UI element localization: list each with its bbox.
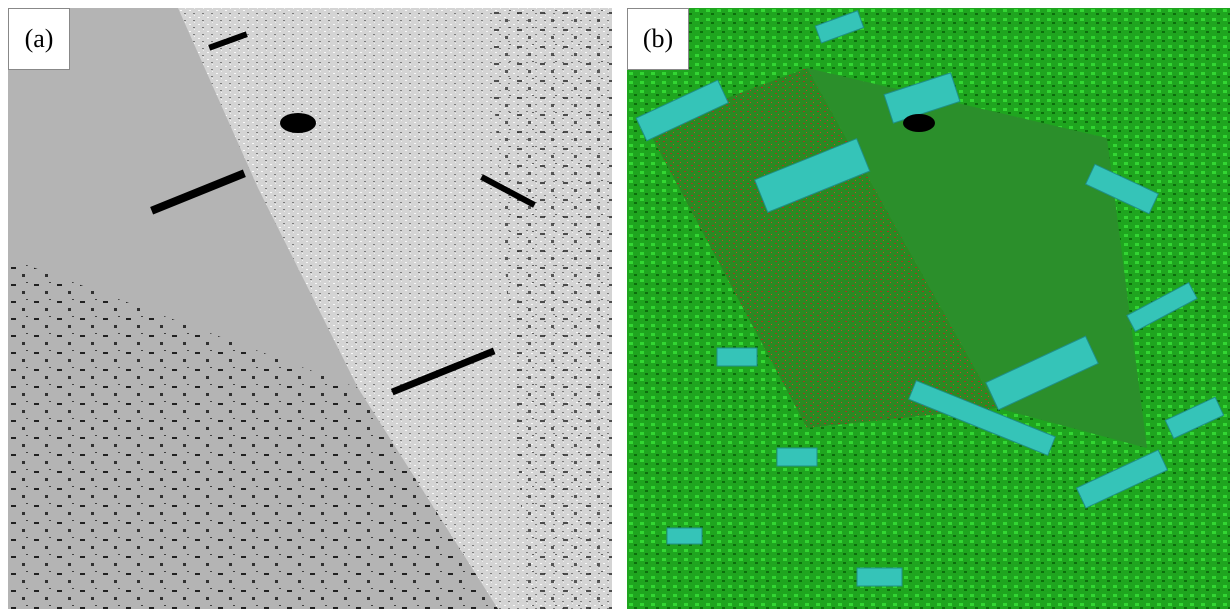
classified-image — [627, 8, 1230, 609]
panel-a: (a) — [8, 8, 612, 609]
panel-label: (a) — [8, 8, 70, 70]
figure: {"panels": [{"label": "(a)"}, {"label": … — [0, 0, 1230, 609]
grayscale-image — [8, 8, 612, 609]
panel-label: (b) — [627, 8, 689, 70]
panel-b: (b) — [627, 8, 1230, 609]
